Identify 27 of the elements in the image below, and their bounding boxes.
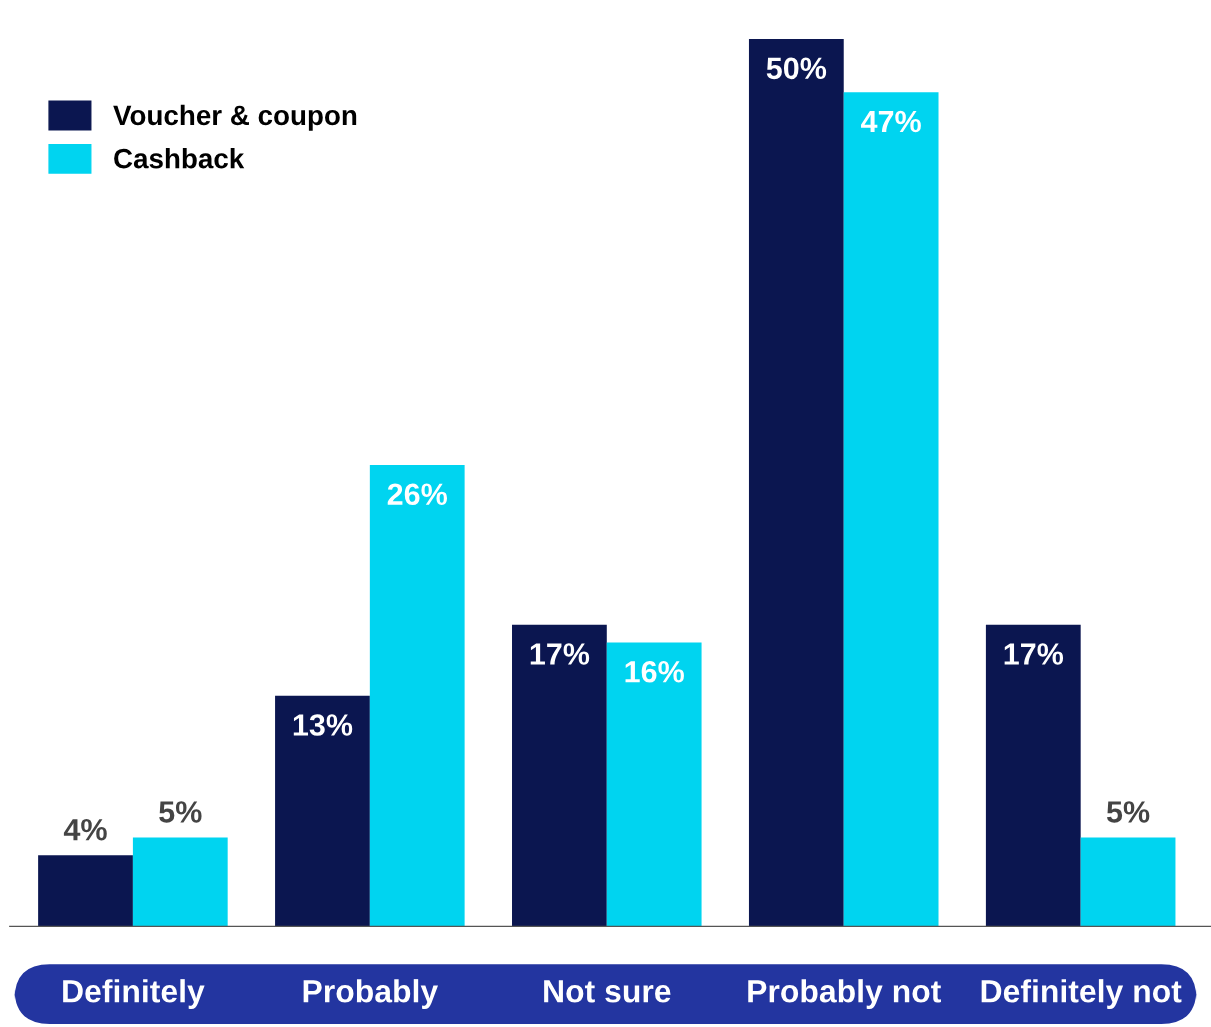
data-label: 5% [159, 801, 202, 823]
data-label: 13% [293, 714, 353, 736]
data-label: 17% [1004, 643, 1064, 665]
x-tick-label: Definitely not [981, 979, 1182, 1009]
bar [369, 464, 465, 927]
bar [512, 624, 607, 927]
data-label: 17% [530, 643, 590, 665]
legend-label: Voucher & coupon [113, 104, 357, 131]
x-tick-label: Definitely [63, 979, 205, 1009]
x-tick-label: Probably not [748, 979, 941, 1009]
bar [843, 92, 939, 927]
data-label: 50% [766, 57, 827, 80]
data-label: 4% [63, 818, 107, 841]
bar [1080, 837, 1176, 927]
x-tick-label: Probably [303, 979, 439, 1009]
data-label: 26% [387, 483, 448, 506]
legend-label: Cashback [114, 148, 245, 169]
data-label: 5% [1106, 801, 1150, 823]
bar [748, 38, 844, 927]
x-tick-label: Not sure [544, 980, 671, 1003]
bar [985, 624, 1081, 927]
bar [606, 642, 702, 927]
bar [132, 837, 228, 927]
data-label: 47% [861, 110, 921, 133]
bar [38, 855, 133, 927]
bar [275, 695, 370, 927]
data-label: 16% [625, 660, 684, 683]
